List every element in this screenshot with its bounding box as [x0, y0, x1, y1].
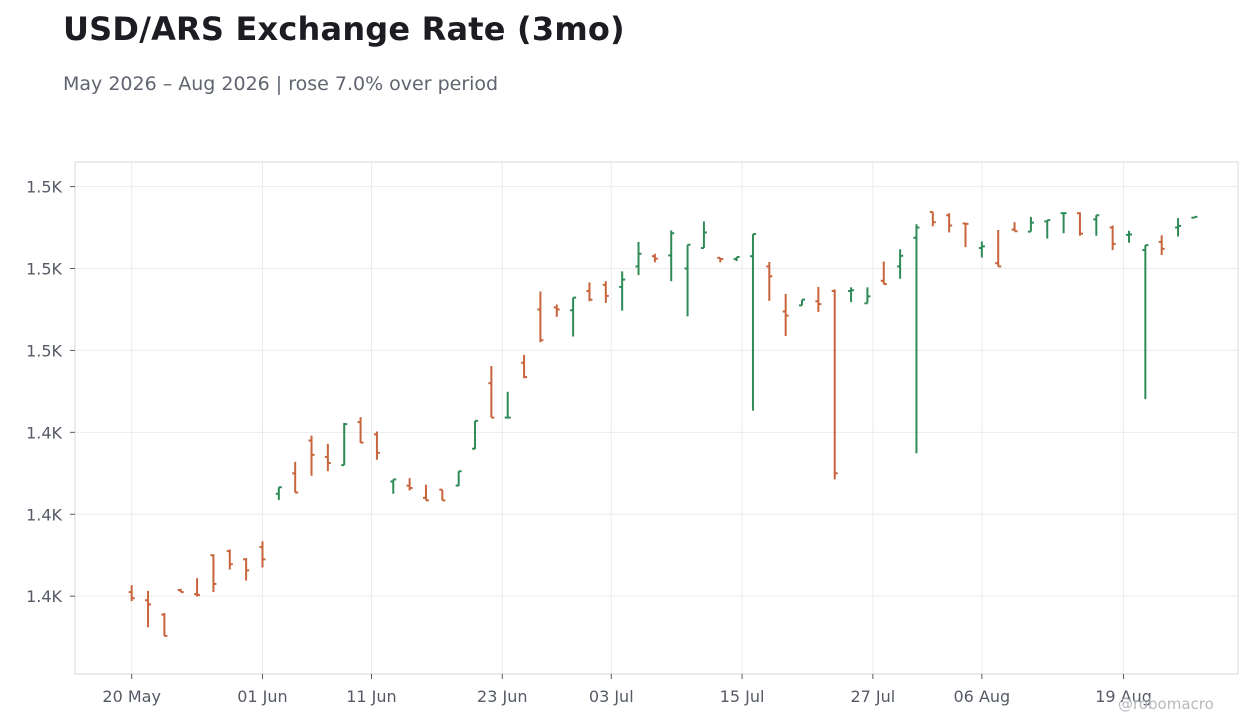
ohlc-bar: [406, 478, 413, 491]
ohlc-bar: [259, 541, 266, 568]
ohlc-bar: [1158, 235, 1165, 255]
ohlc-bar: [1175, 218, 1182, 237]
ohlc-bar: [586, 282, 593, 302]
ohlc-bar: [521, 354, 528, 379]
ohlc-bar: [1027, 216, 1034, 233]
ohlc-bar: [1109, 225, 1116, 251]
ohlc-bar: [226, 549, 233, 570]
ohlc-bar: [292, 461, 299, 494]
ohlc-bar: [1011, 222, 1018, 233]
y-tick-label: 1.5K: [26, 178, 62, 197]
ohlc-bar: [978, 241, 985, 258]
ohlc-bar: [553, 304, 560, 317]
ohlc-bar: [733, 256, 740, 262]
ohlc-bar: [1191, 215, 1198, 219]
ohlc-bar: [848, 287, 855, 303]
ohlc-bar: [1060, 212, 1067, 234]
x-tick-label: 20 May: [102, 687, 161, 706]
ohlc-bar: [831, 289, 838, 480]
ohlc-bar: [1093, 214, 1100, 236]
ohlc-bar: [194, 578, 201, 597]
chart-title: USD/ARS Exchange Rate (3mo): [63, 10, 625, 48]
ohlc-bar: [619, 271, 626, 311]
ohlc-bar: [537, 291, 544, 343]
ohlc-bar: [1076, 212, 1083, 236]
candles: [128, 210, 1198, 637]
ohlc-bar: [341, 422, 348, 467]
y-tick-label: 1.4K: [26, 587, 62, 606]
ohlc-bar: [455, 470, 462, 487]
ohlc-bar: [570, 296, 577, 337]
y-tick-label: 1.4K: [26, 505, 62, 524]
ohlc-bar: [243, 558, 250, 581]
ohlc-bar: [439, 488, 446, 502]
ohlc-bar: [1142, 244, 1149, 400]
watermark: @robomacro: [1118, 695, 1214, 713]
chart-grid: [75, 162, 1238, 674]
ohlc-bar: [717, 256, 724, 263]
ohlc-bar: [161, 612, 168, 637]
x-tick-label: 03 Jul: [589, 687, 634, 706]
x-tick-label: 15 Jul: [720, 687, 765, 706]
x-tick-label: 11 Jun: [346, 687, 396, 706]
ohlc-bar: [488, 365, 495, 419]
ohlc-bar: [602, 281, 609, 303]
ohlc-bar: [128, 585, 135, 602]
ohlc-bar: [635, 241, 642, 276]
ohlc-bar: [145, 590, 152, 628]
x-tick-label: 27 Jul: [850, 687, 895, 706]
ohlc-bar: [700, 221, 707, 250]
ohlc-bar: [422, 484, 429, 502]
ohlc-bar: [210, 554, 217, 593]
ohlc-bar: [390, 478, 397, 494]
ohlc-bar: [880, 261, 887, 286]
ohlc-bar: [504, 391, 511, 419]
ohlc-bar: [357, 417, 364, 444]
ohlc-bar: [897, 249, 904, 279]
ohlc-bar: [864, 287, 871, 305]
ohlc-bar: [472, 419, 479, 450]
ohlc-bar: [962, 222, 969, 248]
ohlc-bar: [749, 233, 756, 411]
x-axis-ticks: 20 May 01 Jun 11 Jun 23 Jun 03 Jul 15 Jul 27 J…: [102, 674, 1152, 706]
ohlc-bar: [373, 431, 380, 460]
ohlc-bar: [177, 588, 184, 594]
x-tick-label: 06 Aug: [954, 687, 1011, 706]
plot-frame: [74, 161, 1239, 675]
ohlc-bar: [275, 486, 282, 500]
ohlc-bar: [946, 213, 953, 233]
ohlc-bar: [815, 286, 822, 312]
y-tick-label: 1.4K: [26, 423, 62, 442]
ohlc-bar: [308, 435, 315, 476]
ohlc-bar: [913, 224, 920, 454]
chart-subtitle: May 2026 – Aug 2026 | rose 7.0% over per…: [63, 73, 499, 95]
ohlc-bar: [929, 210, 936, 227]
ohlc-bar: [799, 298, 806, 307]
x-tick-label: 19 Aug: [1095, 687, 1152, 706]
ohlc-bar: [1044, 219, 1051, 239]
y-tick-label: 1.5K: [26, 341, 62, 360]
ohlc-bar: [668, 230, 675, 282]
x-tick-label: 23 Jun: [477, 687, 527, 706]
ohlc-bar: [684, 243, 691, 317]
ohlc-bar: [995, 229, 1002, 268]
ohlc-bar: [324, 443, 331, 472]
y-tick-label: 1.5K: [26, 259, 62, 278]
ohlc-bar: [651, 253, 658, 263]
x-tick-label: 01 Jun: [237, 687, 287, 706]
ohlc-bar: [1126, 230, 1133, 243]
ohlc-bar: [782, 293, 789, 337]
y-axis-ticks: 1.4K 1.4K 1.4K 1.5K 1.5K 1.5K: [26, 178, 75, 606]
ohlc-bar: [766, 261, 773, 301]
